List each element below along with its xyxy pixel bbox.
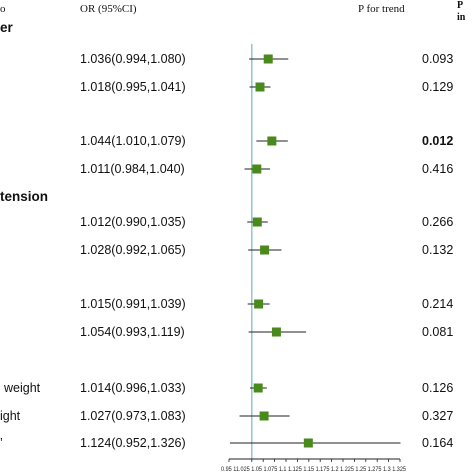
or-ci-text: 1.012(0.990,1.035) (80, 215, 186, 229)
or-ci-text: 1.018(0.995,1.041) (80, 80, 186, 94)
or-ci-text: 1.124(0.952,1.326) (80, 436, 186, 450)
or-point-marker (271, 327, 281, 337)
p-trend-value: 0.093 (422, 52, 454, 66)
or-point-marker (252, 164, 262, 174)
or-column-header: OR (95%CI) (80, 3, 137, 15)
or-ci-text: 1.044(1.010,1.079) (80, 134, 186, 148)
or-point-marker (259, 411, 269, 421)
row-label-fragment: ’ (0, 436, 3, 450)
p-trend-value: 0.416 (422, 162, 454, 176)
or-point-marker (255, 82, 265, 92)
p-interaction-header-fragment-2: in (457, 12, 466, 23)
p-trend-value: 0.129 (422, 80, 454, 94)
or-ci-text: 1.027(0.973,1.083) (80, 409, 186, 423)
row-label-weight: weight (4, 381, 41, 395)
p-trend-value: 0.126 (422, 381, 454, 395)
or-ci-text: 1.014(0.996,1.033) (80, 381, 186, 395)
forest-rows (229, 54, 401, 448)
p-trend-value: 0.081 (422, 325, 454, 339)
or-point-marker (260, 245, 270, 255)
or-ci-text: 1.054(0.993,1.119) (80, 325, 185, 339)
or-point-marker (254, 299, 264, 309)
p-trend-value: 0.164 (422, 436, 454, 450)
p-trend-column-header: P for trend (358, 3, 405, 15)
or-ci-text: 1.036(0.994,1.080) (80, 52, 186, 66)
p-interaction-header-fragment-1: P (457, 0, 464, 11)
or-point-marker (253, 383, 263, 393)
or-ci-text: 1.011(0.984,1.040) (80, 162, 185, 176)
or-point-marker (263, 54, 273, 64)
or-point-marker (252, 217, 262, 227)
or-point-marker (303, 438, 313, 448)
group-label-hypertension: tension (0, 189, 49, 204)
or-point-marker (267, 136, 277, 146)
p-trend-value: 0.214 (422, 297, 454, 311)
group-label-gender: er (0, 20, 13, 35)
p-trend-value: 0.266 (422, 215, 454, 229)
x-axis-ticks (228, 459, 401, 462)
p-trend-value: 0.327 (422, 409, 454, 423)
or-ci-text: 1.028(0.992,1.065) (80, 243, 186, 257)
row-label-ight: ight (0, 409, 21, 423)
p-trend-value-significant: 0.012 (422, 134, 454, 148)
p-trend-value: 0.132 (422, 243, 454, 257)
x-axis-tick-labels: 0.95 11.025 1.05 1.075 1.1 1.125 1.15 1.… (221, 467, 407, 473)
or-ci-text: 1.015(0.991,1.039) (80, 297, 186, 311)
column-header-fragment: o (0, 3, 6, 15)
